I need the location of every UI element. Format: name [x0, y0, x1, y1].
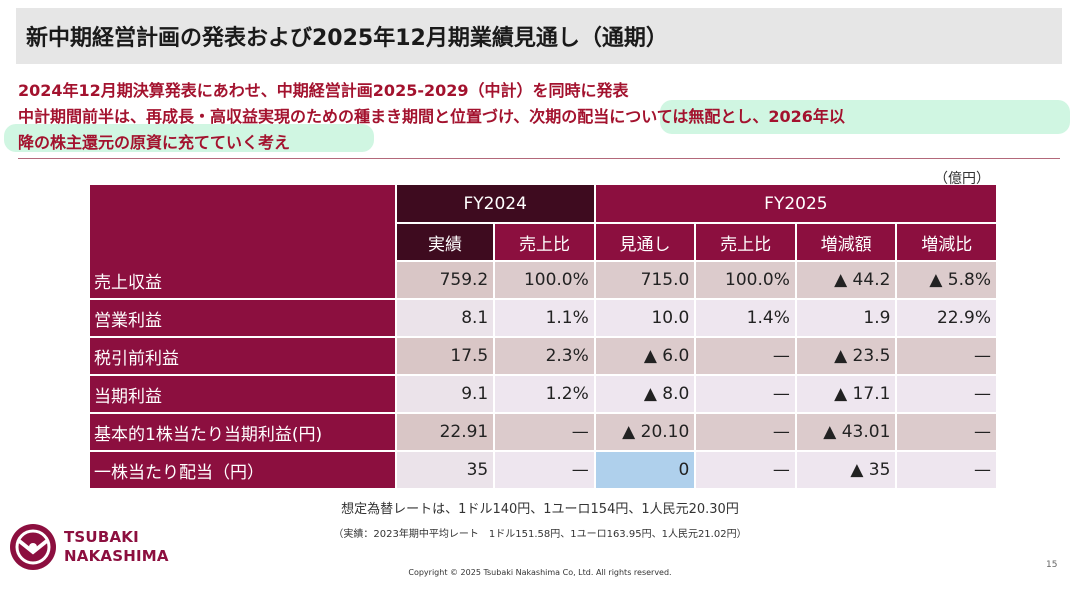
table-cell: —	[897, 414, 996, 452]
group-header-fy2024: FY2024	[396, 185, 594, 222]
logo-emblem-icon	[10, 524, 56, 570]
row-label: 一株当たり配当（円）	[90, 452, 395, 490]
highlighter-mark	[4, 124, 374, 152]
company-logo: TSUBAKI NAKASHIMA	[8, 522, 178, 578]
row-label: 税引前利益	[90, 338, 395, 376]
column-header: 増減比	[897, 222, 996, 262]
table-cell: ▲ 6.0	[595, 338, 695, 376]
table-cell: —	[495, 452, 594, 490]
table-cell: ▲ 44.2	[796, 262, 896, 300]
table-cell: 1.9	[796, 300, 896, 338]
table-row: 売上収益 759.2 100.0% 715.0 100.0% ▲ 44.2 ▲ …	[90, 262, 996, 300]
fx-actual-note: （実績：2023年期中平均レート 1ドル151.58円、1ユーロ163.95円、…	[333, 529, 747, 540]
column-header: 見通し	[595, 222, 695, 262]
table-cell: ▲ 5.8%	[897, 262, 996, 300]
table-cell: ▲ 35	[796, 452, 896, 490]
table-header-columns: 実績 売上比 見通し 売上比 増減額 増減比	[90, 222, 996, 262]
forecast-table: FY2024 FY2025 実績 売上比 見通し 売上比 増減額 増減比 売上収…	[88, 185, 998, 490]
row-label: 売上収益	[90, 262, 395, 300]
table-cell: 1.2%	[495, 376, 594, 414]
intro-text: 2024年12月期決算発表にあわせ、中期経営計画2025-2029（中計）を同時…	[18, 78, 1068, 156]
title-bar: 新中期経営計画の発表および2025年12月期業績見通し（通期）	[16, 8, 1062, 64]
table-cell: ▲ 43.01	[796, 414, 896, 452]
table-row: 営業利益 8.1 1.1% 10.0 1.4% 1.9 22.9%	[90, 300, 996, 338]
column-header: 増減額	[796, 222, 896, 262]
table-cell: 8.1	[396, 300, 494, 338]
table-cell: 100.0%	[495, 262, 594, 300]
column-header: 実績	[396, 222, 494, 262]
unit-label: （億円）	[934, 171, 990, 187]
table-cell: 715.0	[595, 262, 695, 300]
logo-wordmark: TSUBAKI NAKASHIMA	[64, 528, 169, 566]
table-row: 基本的1株当たり当期利益(円) 22.91 — ▲ 20.10 — ▲ 43.0…	[90, 414, 996, 452]
table-cell: 10.0	[595, 300, 695, 338]
copyright: Copyright © 2025 Tsubaki Nakashima Co, L…	[408, 568, 672, 577]
table-cell: 2.3%	[495, 338, 594, 376]
table-cell: 35	[396, 452, 494, 490]
table-cell: ▲ 8.0	[595, 376, 695, 414]
page-title: 新中期経営計画の発表および2025年12月期業績見通し（通期）	[26, 26, 668, 51]
table-cell: —	[897, 338, 996, 376]
table-cell: ▲ 23.5	[796, 338, 896, 376]
table-cell: 22.9%	[897, 300, 996, 338]
row-label: 基本的1株当たり当期利益(円)	[90, 414, 395, 452]
table-cell: —	[897, 452, 996, 490]
table-cell: ▲ 17.1	[796, 376, 896, 414]
table-cell: —	[696, 452, 795, 490]
table-row: 当期利益 9.1 1.2% ▲ 8.0 — ▲ 17.1 —	[90, 376, 996, 414]
table-row: 一株当たり配当（円） 35 — 0 — ▲ 35 —	[90, 452, 996, 490]
table-cell: —	[696, 376, 795, 414]
table-cell: 9.1	[396, 376, 494, 414]
table-cell: —	[696, 338, 795, 376]
table-cell: —	[696, 414, 795, 452]
page-number: 15	[1046, 560, 1058, 570]
row-label: 営業利益	[90, 300, 395, 338]
table-cell: 17.5	[396, 338, 494, 376]
table-cell: 1.1%	[495, 300, 594, 338]
table-row: 税引前利益 17.5 2.3% ▲ 6.0 — ▲ 23.5 —	[90, 338, 996, 376]
intro-line-3: 降の株主還元の原資に充てていく考え	[18, 133, 291, 152]
intro-line-2: 中計期間前半は、再成長・高収益実現のための種まき期間と位置づけ、次期の配当につい…	[18, 107, 845, 126]
logo-line-1: TSUBAKI	[64, 528, 139, 546]
column-header: 売上比	[495, 222, 594, 262]
table-cell: ▲ 20.10	[595, 414, 695, 452]
table-cell: 22.91	[396, 414, 494, 452]
row-label: 当期利益	[90, 376, 395, 414]
table-header-groups: FY2024 FY2025	[90, 185, 996, 262]
table-cell: —	[495, 414, 594, 452]
logo-line-2: NAKASHIMA	[64, 547, 169, 565]
table-cell: —	[897, 376, 996, 414]
table-cell: 1.4%	[696, 300, 795, 338]
table-cell: 0	[595, 452, 695, 490]
highlighter-mark	[660, 100, 1070, 134]
divider	[18, 158, 1060, 159]
column-header: 売上比	[696, 222, 795, 262]
group-header-fy2025: FY2025	[595, 185, 996, 222]
table-cell: 100.0%	[696, 262, 795, 300]
intro-line-1: 2024年12月期決算発表にあわせ、中期経営計画2025-2029（中計）を同時…	[18, 81, 629, 100]
fx-assumption-note: 想定為替レートは、1ドル140円、1ユーロ154円、1人民元20.30円	[341, 502, 739, 517]
table-cell: 759.2	[396, 262, 494, 300]
table-corner	[90, 185, 395, 262]
